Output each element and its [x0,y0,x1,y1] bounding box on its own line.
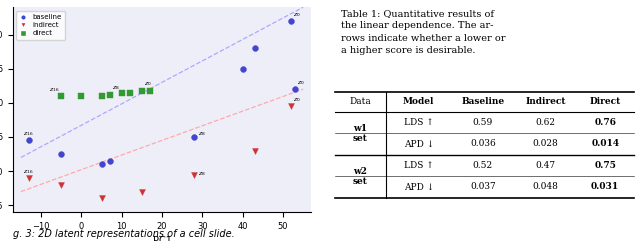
Text: g. 3: 2D latent representations of a cell slide.: g. 3: 2D latent representations of a cel… [13,229,234,239]
Text: LDS ↑: LDS ↑ [404,161,433,170]
indirect [137,190,147,194]
direct [104,93,115,97]
Text: $z_{0}$: $z_{0}$ [297,79,305,87]
Text: 0.76: 0.76 [595,118,616,127]
Text: $z_{16}$: $z_{16}$ [49,86,60,94]
baseline [286,19,296,23]
direct [97,94,107,98]
Text: Indirect: Indirect [525,97,566,107]
X-axis label: PC1: PC1 [152,236,172,241]
indirect [286,104,296,108]
Text: w1
set: w1 set [353,124,368,143]
baseline [250,46,260,50]
indirect [56,183,67,187]
direct [145,89,155,93]
Text: 0.048: 0.048 [532,182,559,192]
Text: 0.028: 0.028 [532,140,559,148]
Text: Baseline: Baseline [461,97,504,107]
Legend: baseline, indirect, direct: baseline, indirect, direct [16,11,65,40]
direct [125,91,135,94]
direct [56,94,67,98]
Text: Table 1: Quantitative results of
the linear dependence. The ar-
rows indicate wh: Table 1: Quantitative results of the lin… [341,9,506,55]
baseline [104,159,115,163]
Text: w2
set: w2 set [353,167,368,186]
Text: 0.031: 0.031 [591,182,620,192]
indirect [250,149,260,153]
baseline [290,87,300,91]
Text: 0.036: 0.036 [470,140,496,148]
Text: 0.47: 0.47 [536,161,556,170]
Text: $z_{16}$: $z_{16}$ [23,130,33,138]
Text: 0.014: 0.014 [591,140,620,148]
Text: APD ↓: APD ↓ [404,182,434,192]
Text: Direct: Direct [589,97,621,107]
baseline [24,138,34,142]
Text: $z_{8}$: $z_{8}$ [111,84,119,92]
direct [76,94,86,98]
baseline [237,67,248,71]
baseline [97,162,107,166]
Text: 0.037: 0.037 [470,182,496,192]
indirect [189,173,200,176]
baseline [189,135,200,139]
indirect [97,196,107,200]
Text: Model: Model [403,97,435,107]
Text: 0.52: 0.52 [473,161,493,170]
Text: 0.75: 0.75 [595,161,616,170]
Text: $z_{8}$: $z_{8}$ [198,170,205,178]
Text: $z_{0}$: $z_{0}$ [293,11,301,19]
direct [116,91,127,94]
Text: $z_{8}$: $z_{8}$ [198,130,205,138]
Text: LDS ↑: LDS ↑ [404,118,433,127]
Text: APD ↓: APD ↓ [404,140,434,148]
Text: $z_{16}$: $z_{16}$ [23,168,33,176]
Text: 0.62: 0.62 [536,118,556,127]
indirect [24,176,34,180]
Text: $z_{0}$: $z_{0}$ [144,80,152,88]
Text: 0.59: 0.59 [473,118,493,127]
baseline [56,152,67,156]
direct [137,89,147,93]
Text: $z_{0}$: $z_{0}$ [293,96,301,104]
Text: Data: Data [349,97,371,107]
